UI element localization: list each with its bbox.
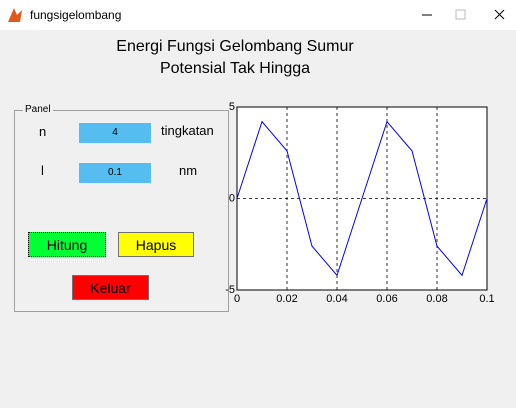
maximize[interactable] — [455, 9, 466, 20]
line — [236, 120, 488, 277]
x-tick-label: 0.1 — [479, 293, 494, 305]
x-tick-label: 0 — [234, 293, 240, 305]
title-icons — [8, 8, 505, 22]
input[interactable]: 4 — [79, 123, 151, 143]
button[interactable]: Hitung — [28, 232, 106, 257]
heading: Energi Fungsi Gelombang Sumur — [116, 38, 354, 55]
unit: tingkatan — [161, 123, 214, 138]
input[interactable]: 0.1 — [79, 163, 151, 183]
y-tick-label: -5 — [225, 284, 235, 296]
panel-title: Panel — [23, 104, 53, 115]
y-tick-label: 5 — [229, 101, 235, 113]
field-label: l — [41, 163, 44, 178]
app-icon — [8, 8, 22, 22]
y-tick-label: 0 — [229, 192, 235, 204]
button[interactable]: Keluar — [72, 275, 149, 300]
panel: Panel n 4 tingkatan l 0.1 nm Hitung Hapu… — [14, 104, 229, 312]
x-tick-label: 0.02 — [276, 293, 297, 305]
window-title: fungsigelombang — [30, 8, 122, 22]
button[interactable]: Hapus — [118, 232, 194, 257]
field-label: n — [39, 124, 47, 139]
x-tick-label: 0.04 — [326, 293, 347, 305]
title-bar: fungsigelombang — [0, 0, 516, 30]
x-tick-label: 0.06 — [376, 293, 397, 305]
x-tick-label: 0.08 — [426, 293, 447, 305]
close[interactable] — [494, 9, 505, 20]
heading: Potensial Tak Hingga — [159, 60, 311, 77]
unit: nm — [179, 163, 198, 178]
